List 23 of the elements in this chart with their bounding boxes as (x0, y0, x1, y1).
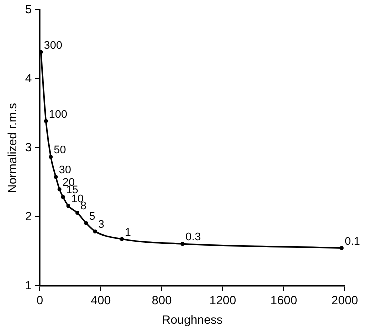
y-tick-label: 4 (25, 72, 32, 86)
annotation: 30 (59, 164, 72, 177)
x-tick-label: 1600 (270, 294, 298, 308)
annotation: 300 (44, 40, 62, 52)
y-tick-label: 1 (25, 278, 32, 293)
x-tick-label: 2000 (332, 294, 359, 308)
x-tick-label: 800 (152, 294, 172, 308)
annotation: 50 (54, 144, 66, 157)
x-tick-label: 1200 (210, 294, 237, 308)
y-axis-title: Normalized r.m.s (6, 103, 20, 194)
annotation: 0.3 (186, 232, 202, 244)
annotation: 0.1 (344, 236, 360, 248)
x-tick-label: 400 (91, 294, 112, 308)
y-tick-label: 2 (25, 210, 32, 224)
annotation: 1 (125, 226, 132, 239)
annotation: 100 (49, 108, 68, 121)
annotation: 8 (80, 200, 87, 213)
x-tick-label: 0 (36, 294, 44, 308)
y-tick-label: 5 (25, 2, 32, 17)
x-axis-title: Roughness (162, 313, 223, 328)
y-tick-label: 3 (25, 140, 32, 155)
annotation: 3 (98, 219, 105, 232)
annotation: 5 (89, 210, 96, 223)
